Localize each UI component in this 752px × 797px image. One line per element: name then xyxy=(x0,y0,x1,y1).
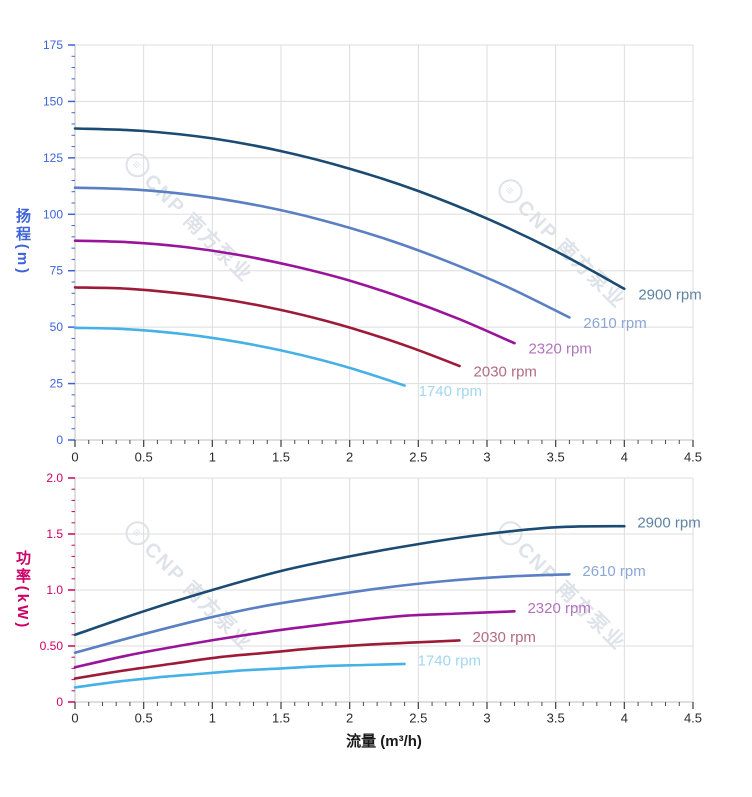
x-tick-label: 2.5 xyxy=(409,450,427,465)
curve-1740-rpm xyxy=(73,662,406,689)
x-tick-label: 1 xyxy=(209,711,216,726)
x-tick-label: 1 xyxy=(209,450,216,465)
curve-2610-rpm xyxy=(73,186,571,319)
curve-2320-rpm xyxy=(73,239,516,345)
curve-label-2900-rpm: 2900 rpm xyxy=(638,286,701,303)
y-tick-label: 100 xyxy=(43,207,63,221)
x-tick-label: 0 xyxy=(71,711,78,726)
y-tick-label: 0.50 xyxy=(40,639,64,653)
curve-label-2610-rpm: 2610 rpm xyxy=(583,315,646,332)
head-chart-y-axis-title: 扬程(m) xyxy=(14,207,31,277)
x-tick-label: 3 xyxy=(483,450,490,465)
curve-label-2030-rpm: 2030 rpm xyxy=(474,363,537,380)
curve-2030-rpm xyxy=(73,286,461,368)
curve-label-1740-rpm: 1740 rpm xyxy=(419,383,482,400)
y-tick-label: 50 xyxy=(50,320,64,334)
x-tick-label: 2.5 xyxy=(409,711,427,726)
curve-2900-rpm xyxy=(73,127,626,291)
y-tick-label: 125 xyxy=(43,151,63,165)
curve-2610-rpm xyxy=(73,573,571,654)
curve-label-2900-rpm: 2900 rpm xyxy=(637,515,700,532)
curve-2900-rpm xyxy=(73,524,626,637)
flow-x-axis-title: 流量 (m³/h) xyxy=(346,733,422,750)
x-tick-label: 2 xyxy=(346,711,353,726)
x-tick-label: 1.5 xyxy=(272,711,290,726)
x-tick-label: 3.5 xyxy=(547,450,565,465)
curve-label-2610-rpm: 2610 rpm xyxy=(582,563,645,580)
x-tick-label: 2 xyxy=(346,450,353,465)
curve-label-1740-rpm: 1740 rpm xyxy=(418,652,481,669)
x-tick-label: 0.5 xyxy=(135,711,153,726)
curve-label-2030-rpm: 2030 rpm xyxy=(473,629,536,646)
y-tick-label: 1.0 xyxy=(46,583,63,597)
y-tick-label: 1.5 xyxy=(46,527,63,541)
curve-1740-rpm xyxy=(73,326,406,387)
power-chart: 0 0.50 1.0 1.5 2.0 0 0.5 1 1.5 2 2.5 3 3.5 4 4.5 2900 r… xyxy=(40,471,702,726)
x-tick-label: 4 xyxy=(621,450,628,465)
x-tick-label: 3 xyxy=(483,711,490,726)
y-tick-label: 0 xyxy=(56,695,63,709)
x-tick-label: 4 xyxy=(621,711,628,726)
x-tick-label: 3.5 xyxy=(547,711,565,726)
y-tick-label: 75 xyxy=(50,264,64,278)
x-tick-label: 0 xyxy=(71,450,78,465)
y-tick-label: 0 xyxy=(56,433,63,447)
curve-label-2320-rpm: 2320 rpm xyxy=(527,600,590,617)
y-tick-label: 175 xyxy=(43,38,63,52)
x-tick-label: 0.5 xyxy=(135,450,153,465)
curve-label-2320-rpm: 2320 rpm xyxy=(528,341,591,358)
y-tick-label: 150 xyxy=(43,94,63,108)
x-tick-label: 4.5 xyxy=(684,450,702,465)
y-tick-label: 2.0 xyxy=(46,471,63,485)
y-tick-label: 25 xyxy=(50,377,64,391)
curve-2320-rpm xyxy=(73,610,516,669)
curve-2030-rpm xyxy=(73,639,461,680)
x-tick-label: 4.5 xyxy=(684,711,702,726)
head-chart: 0 25 50 75 100 125 150 175 0 0.5 1 1.5 2 2.5 3 3.5 4 4.5 2… xyxy=(43,38,702,465)
x-tick-label: 1.5 xyxy=(272,450,290,465)
power-chart-y-axis-title: 功率(kW) xyxy=(14,549,31,631)
